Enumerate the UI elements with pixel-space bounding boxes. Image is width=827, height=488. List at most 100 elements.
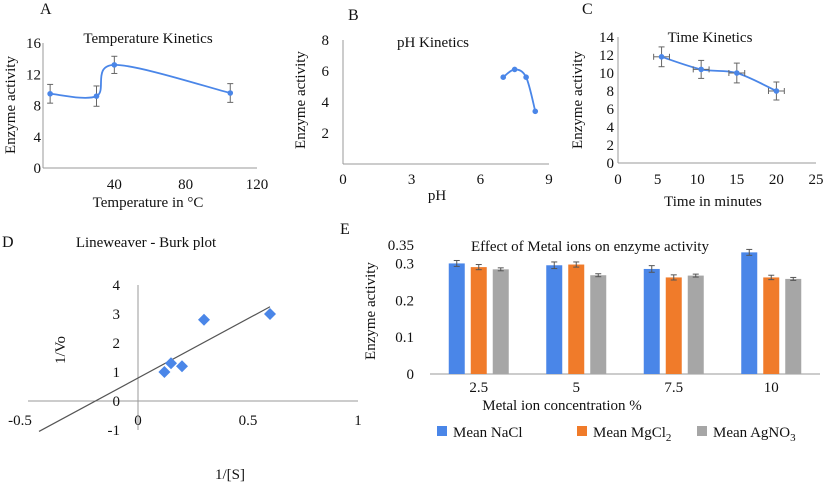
x-tick-label: 25 bbox=[809, 172, 824, 188]
y-tick-label: 2 bbox=[322, 126, 330, 142]
x-tick-label: 9 bbox=[545, 172, 553, 188]
legend-label: Mean AgNO3 bbox=[713, 425, 796, 444]
chart-title: Lineweaver - Burk plot bbox=[76, 235, 217, 251]
y-tick-label: 4 bbox=[34, 130, 42, 146]
panel-d-lineweaver-burk: -0.5 0 0.5 1 -1 0 1 2 3 4 Lineweaver - Burk plot 1/… bbox=[8, 235, 362, 483]
x-tick-label: 15 bbox=[729, 172, 744, 188]
x-axis-label: Metal ion concentration % bbox=[482, 398, 642, 414]
y-tick-label: 14 bbox=[599, 30, 615, 46]
y-tick-label: 4 bbox=[113, 278, 121, 294]
x-tick-label: 5 bbox=[654, 172, 662, 188]
bar bbox=[546, 265, 563, 374]
y-axis-label: Enzyme activity bbox=[3, 56, 19, 154]
panel-letter-e: E bbox=[340, 221, 350, 238]
data-point bbox=[227, 90, 234, 96]
panel-b-ph-kinetics: 0 3 6 9 2 4 6 8 pH Kinetics pH Enzyme activity bbox=[293, 33, 553, 204]
y-axis-label: Enzyme activity bbox=[293, 51, 309, 149]
legend-label: Mean NaCl bbox=[453, 425, 523, 441]
legend-label-subscript: 3 bbox=[790, 432, 796, 444]
y-tick-label: 0 bbox=[407, 367, 415, 383]
y-tick-label: 0 bbox=[607, 156, 615, 172]
legend-label-text: Mean NaCl bbox=[453, 425, 523, 441]
chart-title: pH Kinetics bbox=[397, 35, 469, 51]
y-tick-label: 0 bbox=[34, 161, 42, 177]
data-point bbox=[111, 62, 118, 68]
bar bbox=[590, 275, 607, 374]
y-tick-label: 6 bbox=[607, 102, 615, 118]
y-tick-label: 10 bbox=[599, 66, 614, 82]
data-point-diamond bbox=[198, 313, 210, 326]
data-point bbox=[773, 88, 780, 94]
x-tick-label: 3 bbox=[408, 172, 416, 188]
data-point bbox=[511, 66, 518, 73]
x-tick-label: 0.5 bbox=[239, 413, 258, 429]
y-tick-label: 8 bbox=[322, 33, 330, 49]
series-line bbox=[661, 55, 777, 92]
y-tick-label: 0.35 bbox=[388, 238, 414, 254]
y-axis-label: Enzyme activity bbox=[570, 51, 586, 149]
x-tick-label: 7.5 bbox=[664, 380, 683, 396]
y-tick-label: 3 bbox=[113, 307, 121, 323]
series-line bbox=[50, 63, 231, 99]
data-point bbox=[93, 93, 100, 99]
series-line bbox=[502, 68, 537, 112]
y-tick-label: 0.1 bbox=[395, 330, 414, 346]
bar bbox=[687, 275, 704, 374]
bar bbox=[470, 267, 487, 374]
x-axis-label: 1/[S] bbox=[215, 467, 245, 483]
data-point-diamond bbox=[176, 360, 188, 373]
x-tick-label: -0.5 bbox=[8, 413, 32, 429]
bar bbox=[665, 277, 682, 374]
x-tick-label: 20 bbox=[769, 172, 784, 188]
y-tick-label: 0.2 bbox=[395, 293, 414, 309]
data-point-diamond bbox=[165, 357, 177, 370]
bar bbox=[492, 269, 509, 374]
y-tick-label: 16 bbox=[26, 36, 42, 52]
x-tick-label: 0 bbox=[134, 413, 142, 429]
x-tick-label: 1 bbox=[354, 413, 362, 429]
x-tick-label: 0 bbox=[614, 172, 622, 188]
bar bbox=[568, 264, 585, 374]
trend-line bbox=[38, 306, 271, 432]
y-tick-label: 8 bbox=[34, 99, 42, 115]
y-tick-label: 6 bbox=[322, 64, 330, 80]
data-point bbox=[532, 108, 539, 115]
legend-label-text: Mean AgNO bbox=[713, 425, 790, 441]
data-point bbox=[734, 70, 740, 76]
legend-label: Mean MgCl2 bbox=[593, 425, 671, 444]
panel-letter-c: C bbox=[582, 1, 593, 18]
y-tick-label: 12 bbox=[26, 67, 41, 83]
y-tick-label: 1 bbox=[113, 365, 121, 381]
y-tick-label: 12 bbox=[599, 48, 614, 64]
y-axis-label: 1/Vo bbox=[53, 336, 69, 364]
bar bbox=[448, 263, 465, 374]
legend-label-subscript: 2 bbox=[666, 432, 672, 444]
data-point bbox=[47, 90, 53, 97]
data-point-diamond bbox=[264, 308, 276, 320]
chart-title: Effect of Metal ions on enzyme activity bbox=[471, 239, 709, 255]
bar bbox=[643, 268, 660, 374]
panel-letter-b: B bbox=[348, 7, 359, 24]
x-tick-label: 2.5 bbox=[469, 380, 488, 396]
y-tick-label: 4 bbox=[607, 120, 615, 136]
data-point bbox=[523, 74, 529, 80]
legend-swatch bbox=[577, 426, 587, 436]
x-tick-label: 10 bbox=[764, 380, 779, 396]
x-tick-label: 0 bbox=[339, 172, 347, 188]
bar bbox=[763, 277, 780, 374]
data-point bbox=[500, 74, 507, 80]
bar bbox=[785, 278, 802, 374]
y-tick-label: -1 bbox=[108, 423, 121, 439]
y-tick-label: 0 bbox=[113, 394, 121, 410]
panel-letter-a: A bbox=[40, 1, 52, 18]
panel-e-metal-ions: 0 0.1 0.2 0.3 0.35 Effect of Metal ions on en… bbox=[363, 238, 820, 444]
data-point bbox=[698, 66, 704, 73]
legend-swatch bbox=[437, 426, 447, 436]
x-tick-label: 10 bbox=[690, 172, 705, 188]
y-tick-label: 4 bbox=[322, 95, 330, 111]
panel-letter-d: D bbox=[2, 234, 14, 251]
x-tick-label: 40 bbox=[107, 177, 122, 193]
chart-title: Time Kinetics bbox=[668, 30, 753, 46]
chart-title: Temperature Kinetics bbox=[83, 31, 212, 47]
legend-label-text: Mean MgCl bbox=[593, 425, 666, 441]
